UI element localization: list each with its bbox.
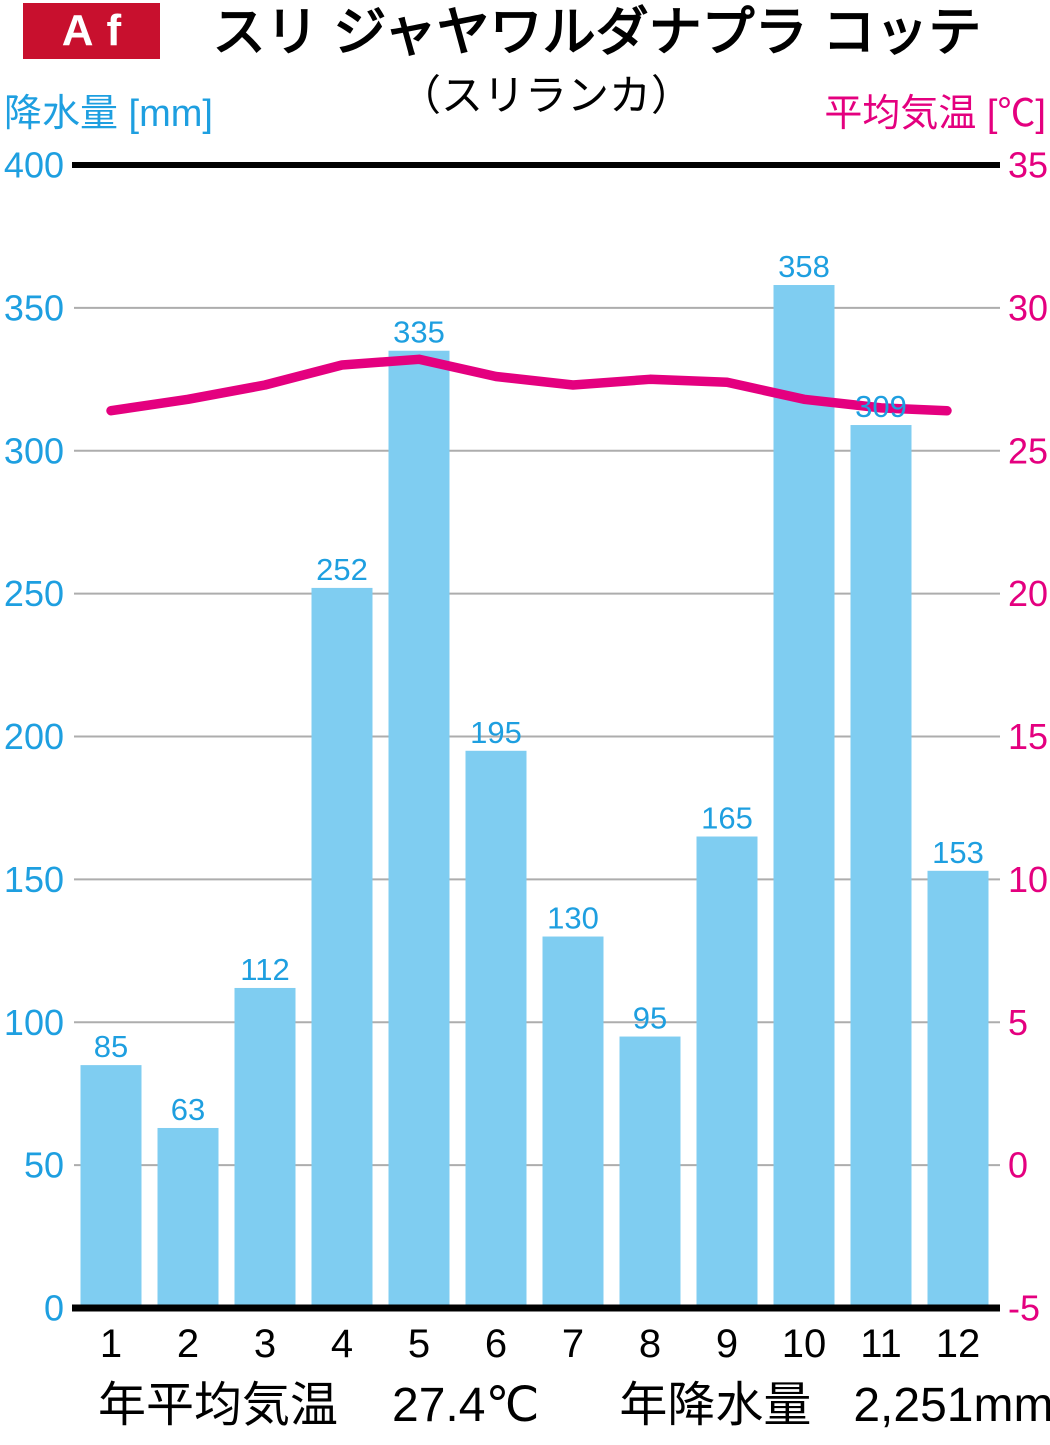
temp-tick-label: 15 [1008, 716, 1048, 757]
annual-precip-value: 2,251mm [853, 1379, 1050, 1432]
precip-tick-label: 200 [4, 716, 64, 757]
month-label: 8 [639, 1322, 661, 1366]
precip-value-label: 63 [171, 1092, 205, 1127]
koppen-climate-badge: Af [23, 3, 160, 59]
precip-value-label: 130 [547, 901, 599, 936]
precip-tick-label: 50 [24, 1145, 64, 1186]
precip-bar [619, 1036, 681, 1308]
month-label: 5 [408, 1322, 430, 1366]
precip-tick-label: 400 [4, 145, 64, 186]
precip-bar [542, 936, 604, 1308]
page-title: スリ ジャヤワルダナプラ コッテ [212, 3, 982, 62]
temperature-axis-unit-label: 平均気温 [℃] [824, 93, 1046, 135]
month-label: 1 [100, 1322, 122, 1366]
month-label: 4 [331, 1322, 353, 1366]
precip-tick-label: 350 [4, 287, 64, 328]
precip-tick-label: 250 [4, 573, 64, 614]
annual-mean-temp-value: 27.4℃ [392, 1379, 540, 1432]
precip-value-label: 153 [932, 835, 984, 870]
temp-tick-label: -5 [1008, 1288, 1040, 1329]
month-label: 3 [254, 1322, 276, 1366]
precip-tick-label: 150 [4, 859, 64, 900]
precip-bar [157, 1127, 219, 1308]
temp-tick-label: 25 [1008, 430, 1048, 471]
precip-bar [850, 425, 912, 1309]
month-label: 12 [936, 1322, 981, 1366]
precip-bar [80, 1065, 142, 1308]
precip-value-label: 195 [470, 715, 522, 750]
precip-value-label: 309 [855, 389, 907, 424]
precip-value-label: 85 [94, 1029, 128, 1064]
month-label: 9 [716, 1322, 738, 1366]
precip-value-label: 95 [633, 1001, 667, 1036]
temp-tick-label: 5 [1008, 1002, 1028, 1043]
month-label: 7 [562, 1322, 584, 1366]
temp-tick-label: 35 [1008, 145, 1048, 186]
precip-value-label: 252 [316, 552, 368, 587]
precip-bar [465, 750, 527, 1308]
temperature-line [106, 354, 952, 416]
precip-bar [388, 350, 450, 1308]
annual-precip-label: 年降水量 [619, 1379, 812, 1432]
precip-tick-label: 300 [4, 430, 64, 471]
precip-value-label: 335 [393, 315, 445, 350]
temp-tick-label: 10 [1008, 859, 1048, 900]
month-label: 10 [782, 1322, 827, 1366]
month-label: 11 [860, 1322, 902, 1366]
precip-value-label: 358 [778, 249, 830, 284]
precip-bar [773, 285, 835, 1308]
annual-mean-temp-label: 年平均気温 [98, 1379, 339, 1432]
precip-value-label: 165 [701, 801, 753, 836]
precip-bar [927, 870, 989, 1308]
precip-value-label: 112 [240, 952, 289, 987]
temp-tick-label: 30 [1008, 287, 1048, 328]
precipitation-axis-unit-label: 降水量 [mm] [4, 93, 213, 135]
temp-tick-label: 20 [1008, 573, 1048, 614]
precip-bar [234, 987, 296, 1308]
page-subtitle: （スリランカ） [398, 72, 693, 119]
month-label: 6 [485, 1322, 507, 1366]
precip-bar [696, 836, 758, 1308]
annual-summary: 年平均気温 27.4℃ 年降水量 2,251mm [98, 1378, 1050, 1434]
precip-bar [311, 587, 373, 1308]
temp-tick-label: 0 [1008, 1145, 1028, 1186]
month-label: 2 [177, 1322, 199, 1366]
precip-tick-label: 0 [44, 1288, 64, 1329]
precip-tick-label: 100 [4, 1002, 64, 1043]
